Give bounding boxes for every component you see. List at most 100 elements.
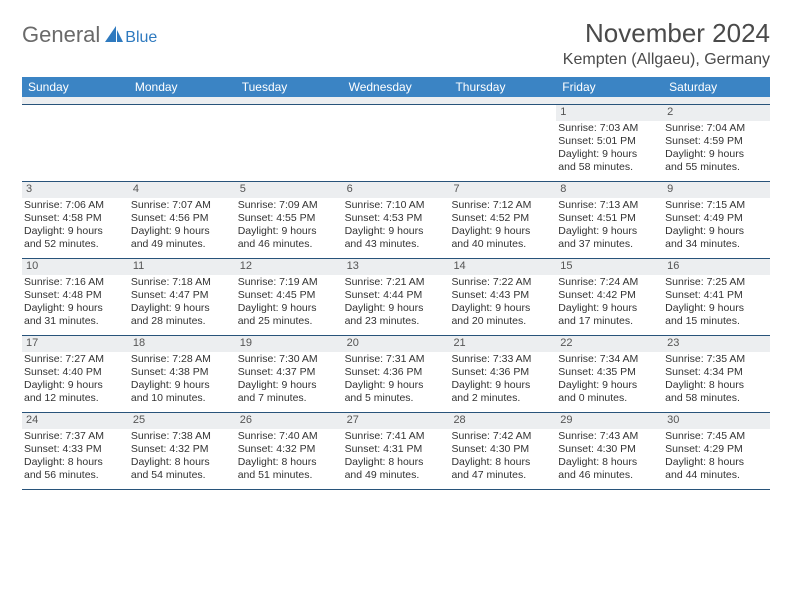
daylight2-text: and 58 minutes. [665,392,766,405]
day-number: 16 [663,259,770,275]
sunset-text: Sunset: 4:51 PM [558,212,659,225]
daylight2-text: and 40 minutes. [451,238,552,251]
day-body: Sunrise: 7:15 AMSunset: 4:49 PMDaylight:… [663,199,770,254]
daylight1-text: Daylight: 9 hours [345,225,446,238]
logo-sail-icon [105,26,123,47]
day-body: Sunrise: 7:34 AMSunset: 4:35 PMDaylight:… [556,353,663,408]
day-number: 8 [556,182,663,198]
daylight2-text: and 49 minutes. [131,238,232,251]
sunrise-text: Sunrise: 7:28 AM [131,353,232,366]
sunrise-text: Sunrise: 7:33 AM [451,353,552,366]
sunrise-text: Sunrise: 7:38 AM [131,430,232,443]
sunrise-text: Sunrise: 7:43 AM [558,430,659,443]
day-header: Friday [556,77,663,97]
day-body: Sunrise: 7:21 AMSunset: 4:44 PMDaylight:… [343,276,450,331]
day-cell: 16Sunrise: 7:25 AMSunset: 4:41 PMDayligh… [663,259,770,335]
sunset-text: Sunset: 5:01 PM [558,135,659,148]
daylight1-text: Daylight: 8 hours [238,456,339,469]
day-cell: 24Sunrise: 7:37 AMSunset: 4:33 PMDayligh… [22,413,129,489]
day-body: Sunrise: 7:30 AMSunset: 4:37 PMDaylight:… [236,353,343,408]
day-body: Sunrise: 7:07 AMSunset: 4:56 PMDaylight:… [129,199,236,254]
daylight1-text: Daylight: 8 hours [665,379,766,392]
day-header: Wednesday [343,77,450,97]
logo: General Blue [22,18,157,48]
daylight1-text: Daylight: 8 hours [558,456,659,469]
week-row: 3Sunrise: 7:06 AMSunset: 4:58 PMDaylight… [22,182,770,259]
sunset-text: Sunset: 4:53 PM [345,212,446,225]
day-cell: 7Sunrise: 7:12 AMSunset: 4:52 PMDaylight… [449,182,556,258]
day-header: Monday [129,77,236,97]
daylight1-text: Daylight: 9 hours [131,379,232,392]
daylight2-text: and 15 minutes. [665,315,766,328]
daylight2-text: and 47 minutes. [451,469,552,482]
day-body: Sunrise: 7:31 AMSunset: 4:36 PMDaylight:… [343,353,450,408]
daylight2-text: and 17 minutes. [558,315,659,328]
day-body: Sunrise: 7:25 AMSunset: 4:41 PMDaylight:… [663,276,770,331]
day-cell: 12Sunrise: 7:19 AMSunset: 4:45 PMDayligh… [236,259,343,335]
day-cell: 15Sunrise: 7:24 AMSunset: 4:42 PMDayligh… [556,259,663,335]
sunset-text: Sunset: 4:31 PM [345,443,446,456]
daylight2-text: and 20 minutes. [451,315,552,328]
daylight1-text: Daylight: 9 hours [238,302,339,315]
sunrise-text: Sunrise: 7:37 AM [24,430,125,443]
day-body: Sunrise: 7:16 AMSunset: 4:48 PMDaylight:… [22,276,129,331]
daylight2-text: and 5 minutes. [345,392,446,405]
sunrise-text: Sunrise: 7:35 AM [665,353,766,366]
sunrise-text: Sunrise: 7:15 AM [665,199,766,212]
day-body: Sunrise: 7:35 AMSunset: 4:34 PMDaylight:… [663,353,770,408]
sunrise-text: Sunrise: 7:22 AM [451,276,552,289]
daylight2-text: and 31 minutes. [24,315,125,328]
sunrise-text: Sunrise: 7:04 AM [665,122,766,135]
sunrise-text: Sunrise: 7:27 AM [24,353,125,366]
day-header: Saturday [663,77,770,97]
day-number: 25 [129,413,236,429]
daylight2-text: and 54 minutes. [131,469,232,482]
daylight2-text: and 49 minutes. [345,469,446,482]
day-number: 29 [556,413,663,429]
day-body: Sunrise: 7:42 AMSunset: 4:30 PMDaylight:… [449,430,556,485]
day-number: 28 [449,413,556,429]
sunrise-text: Sunrise: 7:13 AM [558,199,659,212]
day-cell: 14Sunrise: 7:22 AMSunset: 4:43 PMDayligh… [449,259,556,335]
day-body: Sunrise: 7:33 AMSunset: 4:36 PMDaylight:… [449,353,556,408]
logo-blue: Blue [125,29,157,47]
daylight1-text: Daylight: 9 hours [665,302,766,315]
daylight1-text: Daylight: 9 hours [345,302,446,315]
day-body: Sunrise: 7:37 AMSunset: 4:33 PMDaylight:… [22,430,129,485]
sunset-text: Sunset: 4:48 PM [24,289,125,302]
week-row: 10Sunrise: 7:16 AMSunset: 4:48 PMDayligh… [22,259,770,336]
daylight2-text: and 37 minutes. [558,238,659,251]
day-cell: 6Sunrise: 7:10 AMSunset: 4:53 PMDaylight… [343,182,450,258]
day-cell [129,105,236,181]
sunset-text: Sunset: 4:59 PM [665,135,766,148]
sunrise-text: Sunrise: 7:06 AM [24,199,125,212]
daylight1-text: Daylight: 9 hours [345,379,446,392]
day-cell: 28Sunrise: 7:42 AMSunset: 4:30 PMDayligh… [449,413,556,489]
day-body: Sunrise: 7:43 AMSunset: 4:30 PMDaylight:… [556,430,663,485]
day-cell: 29Sunrise: 7:43 AMSunset: 4:30 PMDayligh… [556,413,663,489]
day-cell: 20Sunrise: 7:31 AMSunset: 4:36 PMDayligh… [343,336,450,412]
location: Kempten (Allgaeu), Germany [563,51,770,69]
sunset-text: Sunset: 4:30 PM [451,443,552,456]
daylight1-text: Daylight: 9 hours [131,302,232,315]
sunrise-text: Sunrise: 7:10 AM [345,199,446,212]
daylight1-text: Daylight: 9 hours [24,225,125,238]
week-row: 17Sunrise: 7:27 AMSunset: 4:40 PMDayligh… [22,336,770,413]
day-body: Sunrise: 7:38 AMSunset: 4:32 PMDaylight:… [129,430,236,485]
sunset-text: Sunset: 4:32 PM [238,443,339,456]
daylight2-text: and 34 minutes. [665,238,766,251]
day-body: Sunrise: 7:13 AMSunset: 4:51 PMDaylight:… [556,199,663,254]
day-header: Tuesday [236,77,343,97]
daylight1-text: Daylight: 9 hours [558,302,659,315]
day-number: 14 [449,259,556,275]
sunset-text: Sunset: 4:35 PM [558,366,659,379]
day-number: 12 [236,259,343,275]
day-cell: 10Sunrise: 7:16 AMSunset: 4:48 PMDayligh… [22,259,129,335]
day-header: Sunday [22,77,129,97]
day-body: Sunrise: 7:12 AMSunset: 4:52 PMDaylight:… [449,199,556,254]
header: General Blue November 2024 Kempten (Allg… [22,18,770,69]
sunrise-text: Sunrise: 7:41 AM [345,430,446,443]
daylight1-text: Daylight: 8 hours [665,456,766,469]
day-body: Sunrise: 7:24 AMSunset: 4:42 PMDaylight:… [556,276,663,331]
day-number: 13 [343,259,450,275]
